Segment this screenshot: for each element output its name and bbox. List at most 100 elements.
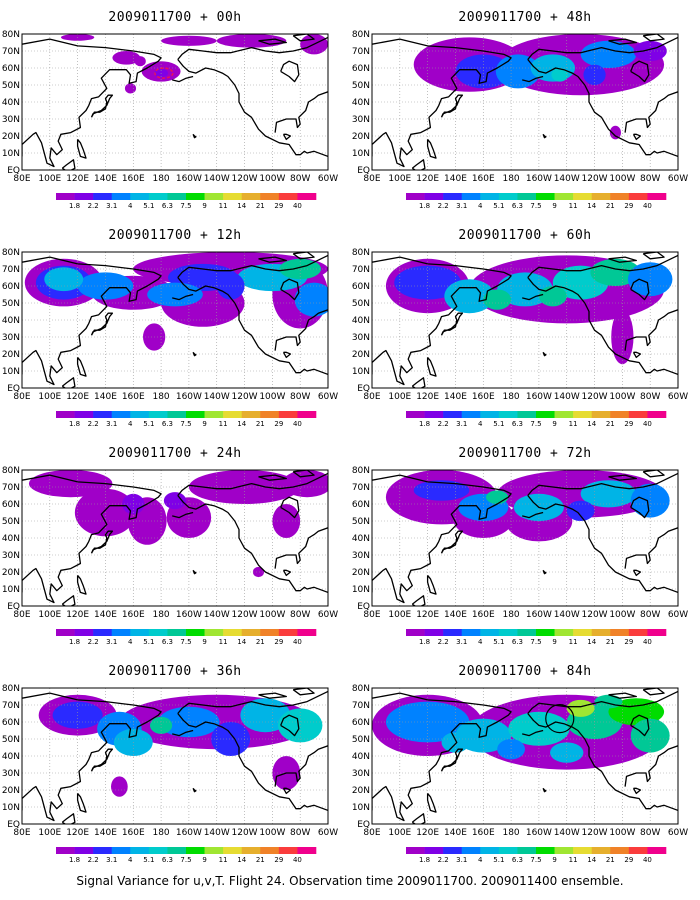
lon-tick-label: 160E	[472, 174, 495, 184]
colorbar-swatch	[628, 629, 648, 636]
colorbar-swatch	[536, 411, 555, 418]
coastline	[282, 787, 292, 795]
colorbar-swatch	[111, 193, 131, 200]
colorbar-swatch	[260, 411, 280, 418]
lat-tick-label: 20N	[2, 568, 20, 578]
coastline	[527, 277, 678, 376]
colorbar-label: 11	[569, 856, 578, 864]
field-contour	[508, 711, 570, 746]
panel-title: 2009011700 + 00h	[108, 10, 242, 25]
colorbar-label: 21	[606, 638, 615, 646]
lon-tick-label: 140E	[94, 828, 117, 838]
colorbar-label: 7.5	[530, 638, 541, 646]
colorbar-label: 40	[643, 202, 652, 210]
colorbar-swatch	[554, 411, 574, 418]
coastline	[22, 38, 162, 168]
lat-tick-label: 70N	[352, 47, 370, 57]
lat-tick-label: 10N	[2, 149, 20, 159]
lon-tick-label: 140W	[554, 828, 580, 838]
colorbar-swatch	[223, 847, 243, 854]
colorbar-swatch	[536, 847, 555, 854]
colorbar-swatch	[498, 847, 518, 854]
lat-tick-label: EQ	[7, 166, 20, 176]
lat-tick-label: 40N	[2, 98, 20, 108]
lon-tick-label: 180	[152, 610, 169, 620]
colorbar-label: 6.3	[162, 638, 173, 646]
lat-tick-label: 50N	[2, 299, 20, 309]
lon-tick-label: 80E	[13, 174, 30, 184]
colorbar-swatch	[443, 411, 463, 418]
colorbar-swatch	[517, 193, 537, 200]
lat-tick-label: 50N	[352, 735, 370, 745]
coastline	[192, 787, 197, 793]
lon-tick-label: 160W	[526, 610, 552, 620]
colorbar-swatch	[517, 847, 537, 854]
coastlines	[22, 34, 328, 170]
colorbar-label: 6.3	[162, 202, 173, 210]
coastline	[76, 574, 87, 595]
lon-tick-label: 100W	[609, 828, 635, 838]
lon-tick-label: 80W	[290, 174, 310, 184]
lon-tick-label: 120E	[416, 610, 439, 620]
lat-tick-label: 60N	[2, 282, 20, 292]
lon-tick-label: 180	[152, 174, 169, 184]
lat-tick-label: 10N	[2, 585, 20, 595]
lat-tick-label: 60N	[352, 500, 370, 510]
colorbar-label: 4	[478, 638, 483, 646]
coastlines	[372, 34, 678, 170]
lon-tick-label: 120W	[232, 174, 258, 184]
colorbar-swatch	[56, 847, 75, 854]
colorbar-swatch	[461, 411, 481, 418]
lat-tick-label: 20N	[352, 568, 370, 578]
field-contour	[134, 56, 146, 67]
field-contour	[44, 267, 84, 292]
coastlines	[22, 688, 328, 824]
colorbar-swatch	[130, 847, 150, 854]
lon-tick-label: 160W	[176, 174, 202, 184]
colorbar-swatch	[93, 847, 113, 854]
lon-tick-label: 80E	[13, 392, 30, 402]
lat-tick-label: 10N	[2, 367, 20, 377]
lon-tick-label: 80W	[290, 610, 310, 620]
colorbar-swatch	[573, 629, 593, 636]
colorbar-label: 14	[587, 638, 596, 646]
colorbar-swatch	[241, 847, 261, 854]
lon-tick-label: 100E	[38, 392, 61, 402]
colorbar-label: 6.3	[162, 856, 173, 864]
lat-tick-label: 20N	[352, 786, 370, 796]
lon-tick-label: 140E	[94, 392, 117, 402]
coastline	[522, 293, 544, 301]
colorbar-swatch	[278, 847, 298, 854]
lat-tick-label: 20N	[2, 132, 20, 142]
lat-tick-label: 30N	[352, 769, 370, 779]
lat-tick-label: 60N	[2, 64, 20, 74]
lon-tick-label: 60W	[318, 610, 338, 620]
colorbar-swatch	[424, 193, 444, 200]
colorbar-label: 4	[478, 420, 483, 428]
colorbar-swatch	[573, 847, 593, 854]
colorbar-swatch	[498, 411, 518, 418]
lat-tick-label: 30N	[352, 551, 370, 561]
coastline	[624, 309, 678, 351]
coastline	[258, 474, 287, 481]
grid-lines	[22, 470, 328, 606]
coastline	[411, 159, 426, 170]
lat-tick-label: 20N	[2, 350, 20, 360]
colorbar-label: 14	[237, 202, 246, 210]
lon-tick-label: 120W	[582, 828, 608, 838]
lat-tick-label: 10N	[2, 803, 20, 813]
field-contour	[497, 739, 525, 760]
lat-tick-label: 80N	[2, 248, 20, 258]
coastline	[177, 266, 238, 278]
coastline	[61, 159, 76, 170]
lon-tick-label: 100E	[38, 828, 61, 838]
colorbar-swatch	[186, 847, 205, 854]
lon-tick-label: 100W	[609, 610, 635, 620]
lon-tick-label: 160E	[122, 828, 145, 838]
coastline	[630, 496, 650, 519]
coastline	[280, 278, 300, 301]
lat-tick-label: 50N	[352, 517, 370, 527]
colorbar-label: 40	[293, 638, 302, 646]
colorbar: 1.8 2.2 3.1 4 5.1 6.3 7.5 9 11 14 21 29 40	[406, 411, 667, 428]
lon-tick-label: 120W	[582, 392, 608, 402]
